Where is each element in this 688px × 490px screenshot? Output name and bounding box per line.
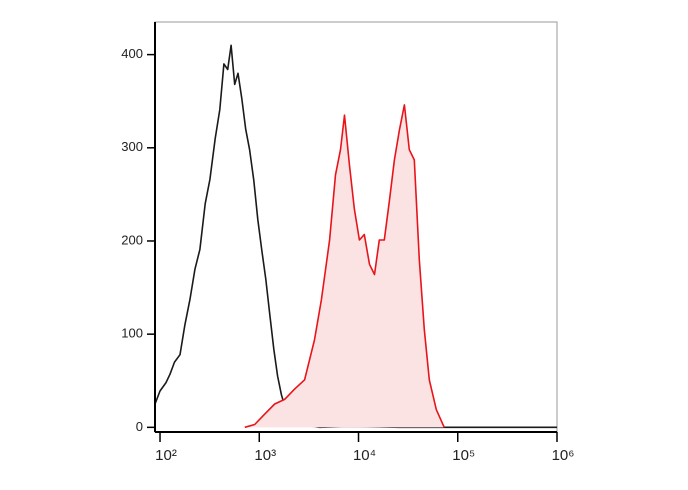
x-tick-label: 10⁴ xyxy=(353,447,376,464)
area xyxy=(244,104,445,428)
x-tick-label: 10⁵ xyxy=(452,447,475,464)
x-tick-label: 10⁶ xyxy=(552,447,575,464)
y-tick-label: 400 xyxy=(121,46,143,61)
y-tick-label: 100 xyxy=(121,326,143,341)
x-tick-label: 10² xyxy=(155,447,177,464)
y-tick-label: 300 xyxy=(121,139,143,154)
y-tick-label: 0 xyxy=(136,419,143,434)
line xyxy=(244,104,445,429)
y-tick-label: 200 xyxy=(121,232,143,247)
x-tick-label: 10³ xyxy=(254,447,276,464)
